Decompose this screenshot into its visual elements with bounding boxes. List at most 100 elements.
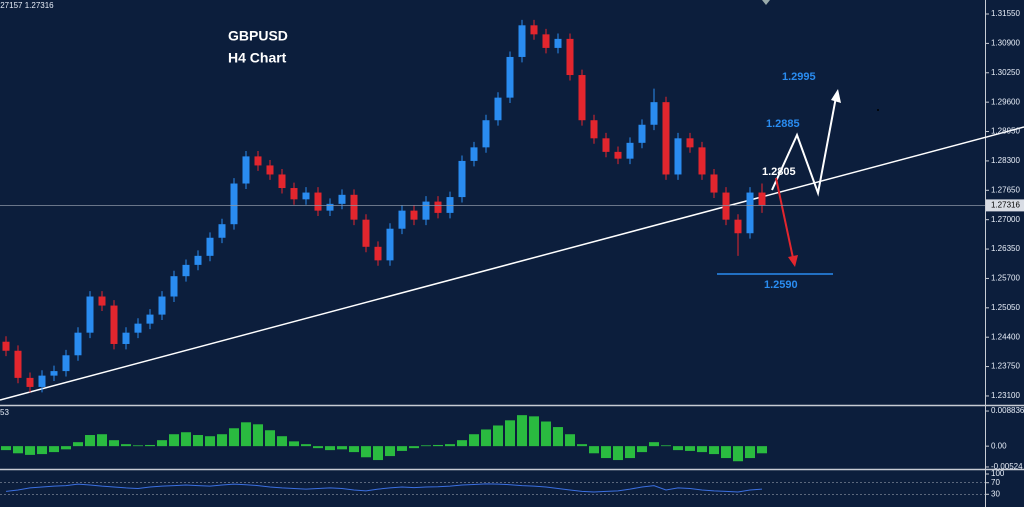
candle-body <box>422 201 430 220</box>
candle-body <box>62 355 70 372</box>
histogram-bar <box>721 446 731 459</box>
last-price-box <box>986 199 1024 212</box>
histogram-bar <box>157 440 167 447</box>
candle-body <box>350 194 358 220</box>
arrow-head <box>788 255 798 267</box>
histogram-bar <box>541 421 551 447</box>
histogram-bar <box>241 422 251 447</box>
y-tick-label: 1.30900 <box>991 39 1020 48</box>
histogram-bar <box>313 446 323 449</box>
arrow-head <box>831 89 841 103</box>
histogram-bar <box>169 434 179 447</box>
histogram-bar <box>301 444 311 447</box>
indicator-line <box>5 483 763 493</box>
candle-body <box>194 255 202 265</box>
histogram-bar <box>73 442 83 447</box>
histogram-bar <box>205 436 215 447</box>
candle-body <box>410 210 418 220</box>
histogram-bar <box>601 446 611 459</box>
histogram-bar <box>397 446 407 451</box>
histogram-bar <box>433 444 443 447</box>
histogram-bar <box>25 446 35 455</box>
histogram-bar <box>613 446 623 461</box>
candle-body <box>734 219 742 234</box>
candle-body <box>290 188 298 200</box>
histogram-bar <box>385 446 395 457</box>
histogram-bar <box>649 442 659 447</box>
candle-body <box>386 228 394 261</box>
histogram-bar <box>145 444 155 447</box>
y-tick-label: 1.30250 <box>991 68 1020 77</box>
y-tick-label: 1.25050 <box>991 303 1020 312</box>
candle-body <box>542 34 550 48</box>
candle-body <box>26 377 34 387</box>
candle-body <box>698 147 706 175</box>
histogram-bar <box>481 429 491 447</box>
candle-body <box>470 147 478 161</box>
candle-body <box>50 371 58 376</box>
last-price-label: 1.27316 <box>991 201 1020 210</box>
level-annotation: 1.2995 <box>782 71 816 83</box>
candle-body <box>374 246 382 261</box>
candle-body <box>722 192 730 220</box>
histogram-bar <box>469 434 479 447</box>
histogram-bar <box>265 430 275 447</box>
candle-body <box>638 124 646 143</box>
y-tick-label: 1.28950 <box>991 127 1020 136</box>
histogram-bar <box>49 446 59 453</box>
candle-body <box>2 341 10 351</box>
candle-body <box>578 75 586 121</box>
y-tick-label: 1.26350 <box>991 244 1020 253</box>
candle-body <box>122 332 130 344</box>
candle-body <box>302 192 310 200</box>
candle-body <box>14 350 22 378</box>
candle-body <box>674 138 682 175</box>
y-tick-label: 1.28300 <box>991 156 1020 165</box>
candle-body <box>614 151 622 159</box>
candle-body <box>158 296 166 315</box>
histogram-bar <box>709 446 719 455</box>
y-tick-label: 0.008836 <box>991 406 1024 415</box>
candle-body <box>278 174 286 189</box>
histogram-bar <box>217 434 227 447</box>
candle-body <box>494 97 502 121</box>
candle-body <box>650 102 658 125</box>
histogram-bar <box>85 435 95 447</box>
candle-body <box>254 156 262 166</box>
candle-body <box>38 375 46 387</box>
histogram-bar <box>661 445 671 447</box>
candle-body <box>626 142 634 159</box>
y-tick-label: 1.23750 <box>991 362 1020 371</box>
y-tick-label: 0.00 <box>991 441 1007 450</box>
level-annotation: 1.2805 <box>762 166 796 178</box>
histogram-bar <box>589 446 599 454</box>
histogram-bar <box>181 432 191 447</box>
histogram-bar <box>637 446 647 453</box>
candle-body <box>710 174 718 193</box>
candle-body <box>662 102 670 175</box>
candle-body <box>110 305 118 344</box>
candle-body <box>482 120 490 148</box>
histogram-bar <box>625 446 635 459</box>
candle-body <box>518 25 526 57</box>
candle-body <box>506 56 514 98</box>
candle-body <box>314 192 322 211</box>
indicator-label: 53 <box>0 408 9 417</box>
chart-subtitle: H4 Chart <box>228 50 287 66</box>
y-tick-label: 1.31550 <box>991 9 1020 18</box>
y-tick-label: 100 <box>991 469 1005 478</box>
histogram-bar <box>517 415 527 447</box>
histogram-bar <box>229 428 239 447</box>
level-annotation: 1.2885 <box>766 118 800 130</box>
histogram-bar <box>553 427 563 447</box>
y-tick-label: -0.00524 <box>991 462 1023 471</box>
candle-body <box>602 138 610 152</box>
histogram-bar <box>193 435 203 447</box>
histogram-bar <box>529 416 539 447</box>
histogram-bar <box>361 446 371 458</box>
histogram-bar <box>421 445 431 447</box>
candle-body <box>206 237 214 256</box>
histogram-bar <box>277 436 287 447</box>
level-annotation: 1.2590 <box>764 279 798 291</box>
